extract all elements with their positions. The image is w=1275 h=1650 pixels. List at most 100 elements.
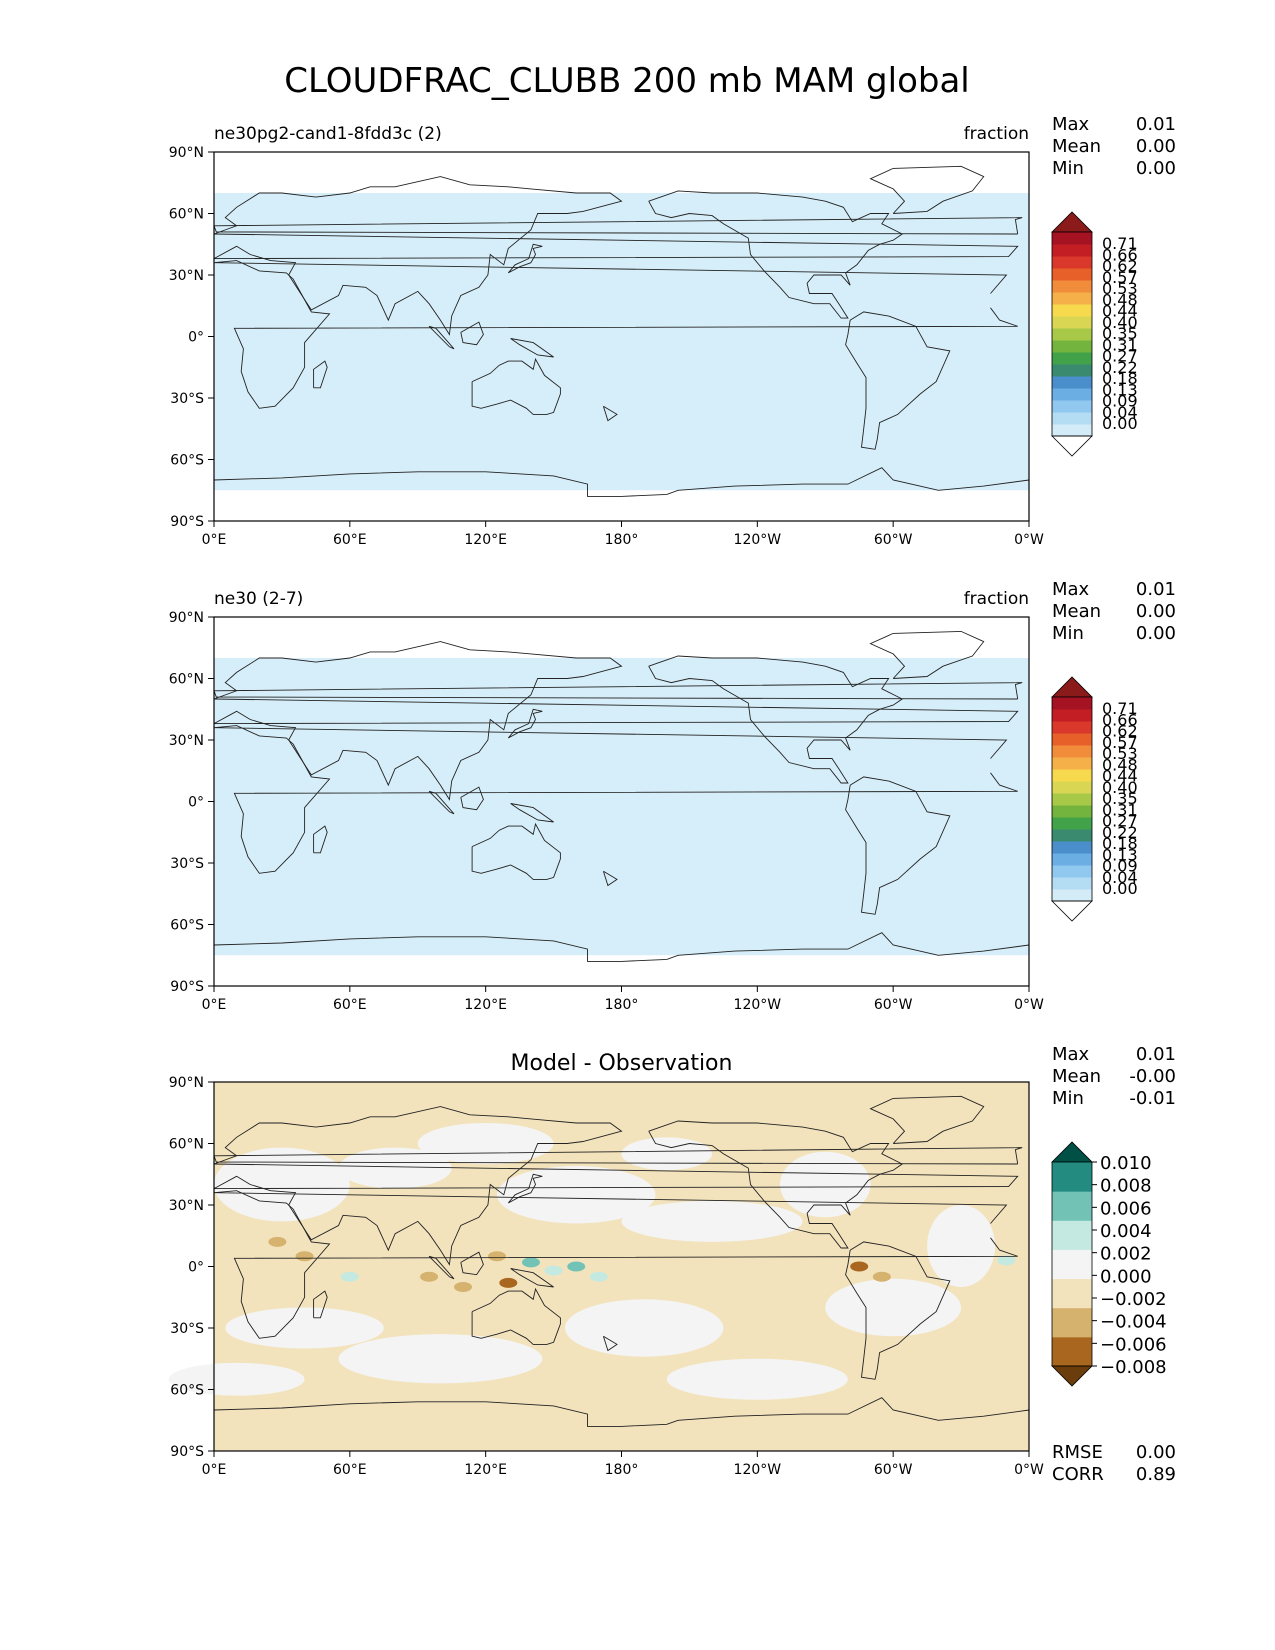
colorbar-swatch — [1052, 709, 1092, 722]
coastline-australia — [471, 357, 561, 415]
clear-region-north — [214, 152, 1029, 193]
anomaly-spot — [850, 1261, 869, 1272]
stat-label: Mean — [1052, 601, 1101, 622]
colorbar-tick-label: 0.66 — [1102, 245, 1138, 264]
anomaly-spot — [567, 1261, 586, 1272]
anomaly-patch — [338, 1147, 452, 1189]
lat-tick-label: 60°N — [169, 207, 204, 223]
colorbar-swatch — [1052, 400, 1092, 413]
stat-label: RMSE — [1052, 1442, 1103, 1463]
stat-value: 0.01 — [1136, 1044, 1176, 1065]
colorbar-tick-label: 0.13 — [1102, 380, 1138, 399]
map-panel-2: 90°N 60°N 30°N 0° 30°S 60°S 90°S 0°E 60°E 120°E 18… — [169, 579, 1176, 1013]
colorbar-swatch — [1052, 424, 1092, 437]
colorbar-swatch — [1052, 1162, 1092, 1192]
lon-tick-label: 60°E — [333, 1462, 367, 1478]
coastline-borneo — [460, 786, 484, 811]
coastline-antarctica — [213, 932, 1030, 962]
colorbar-swatch — [1052, 1249, 1092, 1280]
coastline-newguinea — [510, 803, 554, 823]
coastline-borneo — [460, 1251, 484, 1276]
colorbar-extend-top — [1051, 676, 1093, 698]
stat-label: CORR — [1052, 1464, 1104, 1485]
coastline-britain — [213, 217, 1023, 235]
coastline-newguinea — [510, 1268, 554, 1288]
colorbar-tick-label: 0.31 — [1102, 800, 1138, 819]
lat-tick-label: 90°N — [169, 1075, 204, 1091]
colorbar-extend-bottom — [1051, 900, 1093, 922]
colorbar-swatch — [1052, 256, 1092, 269]
coastline-americaN — [648, 190, 904, 319]
lon-tick-label: 120°W — [734, 1462, 782, 1478]
lat-tick-label: 60°S — [170, 453, 204, 469]
clear-region-south — [214, 955, 1029, 986]
lon-tick-label: 0°W — [1014, 532, 1044, 548]
anomaly-patch — [417, 1123, 554, 1164]
colorbar-tick-label: 0.002 — [1100, 1244, 1152, 1265]
anomaly-spot — [454, 1282, 473, 1292]
colorbar-swatch — [1052, 292, 1092, 305]
coastline-britain — [213, 682, 1023, 700]
stat-value: -0.01 — [1129, 1088, 1176, 1109]
anomaly-patch — [496, 1166, 656, 1224]
colorbar: 0.710.660.620.570.530.480.440.400.350.31… — [1051, 211, 1138, 457]
colorbar-tick-label: 0.00 — [1102, 414, 1138, 433]
colorbar-extend-bottom — [1051, 1365, 1093, 1387]
coastline-americaN — [648, 1120, 904, 1249]
colorbar-swatch — [1052, 328, 1092, 341]
field-fill — [214, 152, 1029, 521]
colorbar-tick-label: 0.57 — [1102, 733, 1138, 752]
colorbar-swatch — [1052, 697, 1092, 710]
colorbar-extend-bottom — [1051, 435, 1093, 457]
colorbar-tick-label: 0.57 — [1102, 268, 1138, 287]
colorbar-swatch — [1052, 841, 1092, 854]
clear-region-north — [214, 617, 1029, 658]
coastline-sumatra — [428, 325, 455, 350]
stat-label: Min — [1052, 1088, 1084, 1109]
colorbar-tick-label: 0.40 — [1102, 313, 1138, 332]
anomaly-spot — [544, 1265, 563, 1276]
colorbar-tick-label: 0.40 — [1102, 778, 1138, 797]
coastline-americaS — [845, 311, 951, 450]
colorbar-swatch — [1052, 268, 1092, 281]
lon-tick-label: 0°E — [202, 997, 227, 1013]
colorbar-frame — [1051, 231, 1093, 437]
colorbar-tick-label: 0.04 — [1102, 403, 1138, 422]
colorbar-swatch — [1052, 388, 1092, 401]
anomaly-spot — [499, 1277, 518, 1288]
lon-tick-label: 120°W — [734, 532, 782, 548]
coastline-newzealand — [602, 405, 618, 422]
colorbar-swatch — [1052, 817, 1092, 830]
anomaly-patch — [927, 1205, 996, 1287]
colorbar-tick-label: 0.09 — [1102, 857, 1138, 876]
panel-units: fraction — [964, 589, 1029, 609]
colorbar-swatch — [1052, 1191, 1092, 1221]
colorbar-tick-label: 0.010 — [1100, 1153, 1152, 1174]
coastline-japan — [507, 1173, 543, 1204]
stat-label: Max — [1052, 579, 1090, 600]
colorbar-swatch — [1052, 244, 1092, 257]
coastline-newzealand — [602, 870, 618, 887]
colorbar-swatch — [1052, 853, 1092, 866]
colorbar-swatch — [1052, 877, 1092, 890]
field-fill — [214, 1082, 1029, 1451]
lat-tick-label: 0° — [188, 1260, 204, 1276]
colorbar-tick-label: 0.006 — [1100, 1198, 1152, 1219]
colorbar-tick-label: 0.53 — [1102, 279, 1138, 298]
colorbar-swatch — [1052, 280, 1092, 293]
anomaly-spot — [295, 1251, 314, 1262]
stat-label: Max — [1052, 114, 1090, 135]
colorbar-swatch — [1052, 376, 1092, 389]
colorbar-tick-label: 0.35 — [1102, 789, 1138, 808]
map-panel-1: 90°N 60°N 30°N 0° 30°S 60°S 90°S 0°E 60°E 120°E 18… — [169, 114, 1176, 548]
colorbar-tick-label: 0.22 — [1102, 823, 1138, 842]
colorbar-swatch — [1052, 757, 1092, 770]
anomaly-spot — [589, 1271, 608, 1282]
lon-tick-label: 60°W — [874, 532, 913, 548]
colorbar-tick-label: 0.48 — [1102, 755, 1138, 774]
colorbar-tick-label: 0.44 — [1102, 767, 1138, 786]
field-fill — [214, 617, 1029, 986]
coastline-africa — [213, 1190, 1018, 1339]
lat-tick-label: 60°S — [170, 1383, 204, 1399]
